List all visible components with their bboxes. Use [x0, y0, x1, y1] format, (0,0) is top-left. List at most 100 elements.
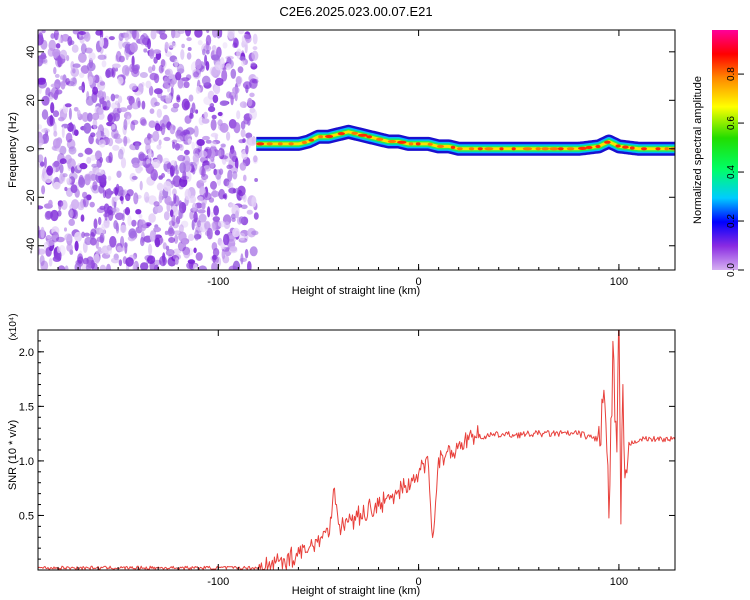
noise-blob: [217, 220, 226, 228]
noise-blob: [92, 112, 100, 121]
noise-blob: [148, 213, 156, 223]
noise-blob: [46, 165, 54, 176]
noise-blob: [184, 188, 191, 201]
noise-blob: [109, 236, 117, 248]
noise-blob: [154, 101, 160, 107]
noise-blob: [235, 76, 242, 87]
noise-blob: [215, 77, 224, 86]
noise-blob: [145, 163, 155, 175]
noise-blob: [225, 63, 232, 71]
noise-blob: [39, 161, 45, 167]
noise-blob: [198, 213, 207, 223]
noise-blob: [129, 30, 137, 35]
noise-blob: [112, 144, 120, 151]
noise-blob: [121, 213, 125, 222]
noise-blob: [147, 255, 156, 264]
noise-blob: [90, 154, 97, 161]
noise-blob: [69, 77, 78, 87]
noise-blob: [90, 132, 96, 138]
snr-x-axis-label: Height of straight line (km): [292, 585, 420, 597]
noise-blob: [152, 49, 162, 54]
noise-blob: [160, 123, 166, 136]
noise-blob: [77, 201, 85, 211]
ridge-peak: [629, 146, 635, 150]
noise-blob: [210, 211, 214, 218]
noise-blob: [184, 149, 190, 156]
noise-blob: [199, 156, 209, 163]
noise-blob: [191, 141, 195, 150]
noise-blob: [193, 211, 198, 223]
noise-blob: [234, 157, 239, 170]
noise-blob: [114, 100, 120, 106]
noise-blob: [119, 146, 126, 155]
snr-series-line: [38, 330, 675, 570]
ridge-peak: [457, 147, 463, 151]
noise-blob: [123, 111, 132, 120]
ridge-peak: [376, 137, 384, 141]
noise-blob: [174, 234, 179, 244]
ridge-peak: [357, 133, 368, 137]
noise-blob: [115, 67, 118, 72]
noise-blob: [172, 30, 181, 38]
noise-blob: [186, 171, 192, 182]
noise-blob: [186, 37, 192, 42]
noise-blob: [111, 63, 121, 69]
noise-blob: [66, 55, 70, 62]
noise-blob: [148, 85, 154, 96]
ridge-peak: [557, 147, 564, 151]
noise-blob: [243, 174, 247, 182]
noise-blob: [141, 100, 146, 110]
ridge-peak: [585, 145, 593, 150]
noise-blob: [107, 209, 114, 221]
noise-blob: [72, 63, 81, 68]
snr-y-axis-label: SNR (10 * v/v): [7, 420, 19, 490]
noise-blob: [114, 212, 124, 221]
noise-blob: [178, 224, 184, 234]
noise-blob: [78, 176, 86, 188]
noise-blob: [212, 220, 217, 231]
noise-blob: [107, 175, 112, 181]
ridge-peak: [301, 140, 307, 145]
noise-blob: [230, 95, 234, 106]
noise-blob: [53, 161, 60, 168]
noise-blob: [203, 96, 213, 105]
noise-blob: [165, 249, 175, 257]
ridge-peak: [437, 144, 444, 148]
noise-blob: [70, 166, 75, 174]
noise-blob: [163, 181, 172, 192]
noise-blob: [66, 177, 72, 184]
noise-blob: [213, 205, 220, 216]
noise-blob: [145, 142, 151, 154]
noise-blob: [253, 155, 258, 163]
noise-blob: [92, 118, 98, 130]
snr-ticks: -100 0 100 0.5 1.0 1.5 2.0: [19, 330, 675, 588]
noise-blob: [118, 55, 125, 63]
noise-blob: [150, 30, 157, 40]
noise-blob: [158, 64, 164, 74]
noise-blob: [210, 141, 217, 148]
noise-blob: [139, 117, 147, 126]
noise-blob: [175, 164, 179, 176]
noise-blob: [51, 231, 60, 243]
noise-blob: [160, 59, 166, 67]
noise-blob: [164, 41, 169, 50]
noise-blob: [153, 73, 160, 84]
y-tick-label: 1.0: [19, 456, 34, 468]
noise-blob: [181, 43, 185, 49]
noise-blob: [222, 42, 228, 49]
noise-blob: [212, 216, 220, 222]
noise-blob: [246, 209, 253, 215]
noise-blob: [84, 31, 91, 42]
noise-blob: [123, 242, 128, 248]
noise-blob: [197, 40, 203, 46]
noise-blob: [38, 144, 42, 152]
noise-blob: [212, 255, 218, 260]
noise-blob: [60, 75, 64, 80]
noise-blob: [251, 230, 259, 236]
noise-blob: [118, 107, 128, 113]
noise-blob: [50, 102, 55, 114]
noise-blob: [221, 69, 228, 82]
noise-blob: [240, 253, 244, 265]
y-tick-label: 20: [25, 94, 37, 106]
noise-blob: [128, 228, 137, 239]
